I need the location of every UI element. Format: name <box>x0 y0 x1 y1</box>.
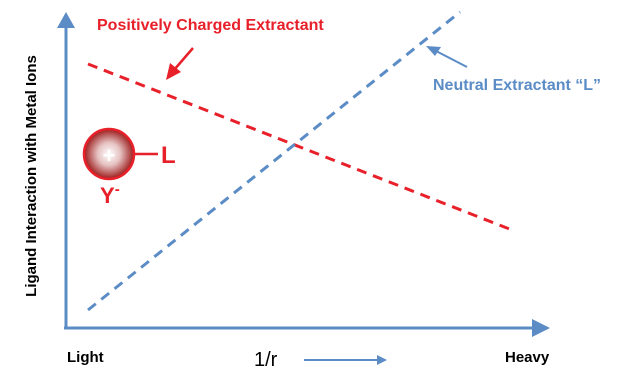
x-label-inverse-radius: 1/r <box>254 349 278 371</box>
neutral-extractant-label: Neutral Extractant “L” <box>433 77 601 94</box>
positive-pointer-shaft <box>173 47 194 71</box>
positive-extractant-label: Positively Charged Extractant <box>97 17 324 34</box>
y-axis-arrowhead <box>57 12 75 28</box>
ligand-label: L <box>161 142 176 169</box>
y-axis-label: Ligand Interaction with Metal Ions <box>23 55 40 297</box>
x-label-heavy: Heavy <box>505 349 550 366</box>
counter-ion-charge: - <box>115 181 120 198</box>
positive-extractant-line <box>87 62 513 232</box>
counter-ion-label: Y- <box>100 181 120 208</box>
neutral-pointer-head <box>426 46 441 56</box>
x-label-light: Light <box>67 349 104 366</box>
ion-complex: + L Y- <box>82 127 176 208</box>
positive-pointer-head <box>166 63 181 80</box>
ion-charge-plus: + <box>103 143 116 168</box>
x-axis-arrowhead <box>532 319 550 337</box>
neutral-extractant-line <box>87 10 461 312</box>
neutral-pointer-shaft <box>435 50 468 68</box>
